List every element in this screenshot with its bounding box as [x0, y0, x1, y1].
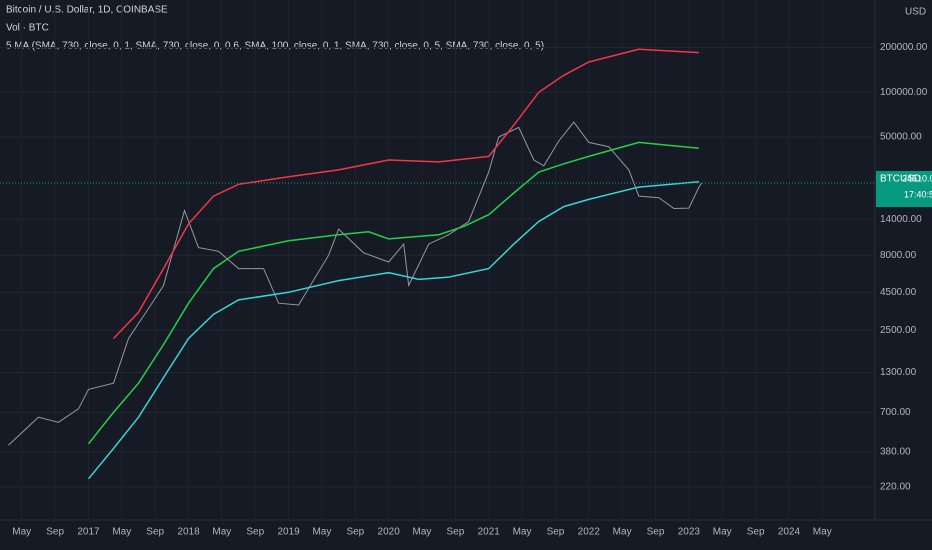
- x-tick-label: Sep: [747, 527, 765, 538]
- x-tick-label: 2021: [478, 527, 501, 538]
- y-tick-label: 8000.00: [880, 250, 917, 261]
- x-tick-label: May: [312, 527, 331, 538]
- x-tick-label: May: [413, 527, 432, 538]
- x-tick-label: 2018: [177, 527, 200, 538]
- x-tick-label: May: [212, 527, 231, 538]
- y-tick-label: 14000.00: [880, 214, 922, 225]
- price-line: [8, 121, 703, 446]
- y-tick-label: 700.00: [880, 407, 911, 418]
- x-tick-label: May: [713, 527, 732, 538]
- y-tick-label: 1300.00: [880, 367, 917, 378]
- y-tick-label: 50000.00: [880, 132, 922, 143]
- y-tick-label: 100000.00: [880, 87, 928, 98]
- x-tick-label: Sep: [547, 527, 565, 538]
- price-badge: [876, 170, 932, 207]
- x-tick-label: 2017: [77, 527, 100, 538]
- chart-title: Bitcoin / U.S. Dollar, 1D, COINBASE: [6, 5, 168, 16]
- x-tick-label: 2023: [678, 527, 701, 538]
- last-price-label: 24510.02: [902, 173, 932, 183]
- x-tick-label: 2022: [578, 527, 601, 538]
- ma-line: [87, 141, 699, 445]
- symbol-label: BTCUSD: [880, 174, 921, 185]
- x-tick-label: 2019: [277, 527, 300, 538]
- x-tick-label: Sep: [346, 527, 364, 538]
- x-tick-label: Sep: [46, 527, 64, 538]
- x-tick-label: May: [813, 527, 832, 538]
- ma-line: [112, 48, 699, 340]
- x-tick-label: May: [112, 527, 131, 538]
- axis-unit: USD: [905, 7, 926, 18]
- x-tick-label: Sep: [447, 527, 465, 538]
- y-tick-label: 220.00: [880, 482, 911, 493]
- countdown: 17:40:58: [904, 189, 932, 199]
- x-tick-label: 2024: [778, 527, 801, 538]
- volume-legend: Vol · BTC: [6, 23, 49, 34]
- x-tick-label: May: [613, 527, 632, 538]
- y-tick-label: 380.00: [880, 446, 911, 457]
- x-tick-label: May: [513, 527, 532, 538]
- y-tick-label: 2500.00: [880, 325, 917, 336]
- ma-line: [87, 180, 699, 480]
- x-tick-label: Sep: [146, 527, 164, 538]
- x-tick-label: May: [12, 527, 31, 538]
- y-tick-label: 200000.00: [880, 42, 928, 53]
- indicator-legend: 5 MA (SMA, 730, close, 0, 1, SMA, 730, c…: [6, 41, 544, 52]
- x-tick-label: Sep: [647, 527, 665, 538]
- x-tick-label: Sep: [246, 527, 264, 538]
- y-tick-label: 4500.00: [880, 287, 917, 298]
- x-tick-label: 2020: [378, 527, 401, 538]
